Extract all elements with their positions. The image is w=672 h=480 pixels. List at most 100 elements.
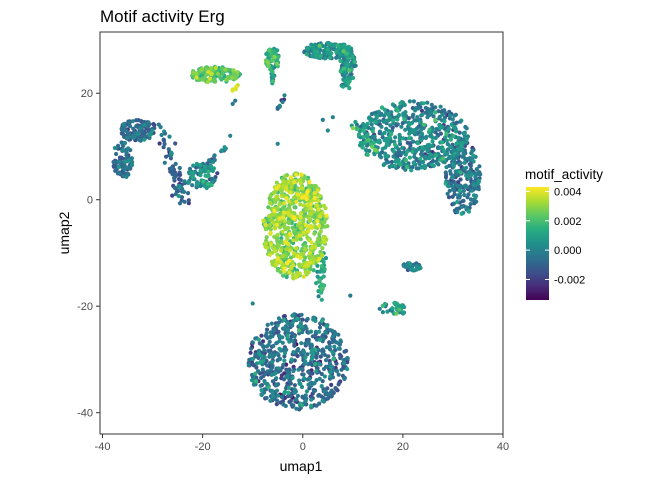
data-point: [276, 329, 281, 334]
data-point: [395, 108, 400, 113]
data-point: [435, 160, 440, 166]
data-point: [336, 346, 341, 351]
data-point: [234, 85, 239, 90]
data-point: [253, 336, 258, 341]
data-point: [111, 159, 116, 165]
data-point: [307, 179, 312, 185]
data-point: [315, 219, 320, 224]
data-point: [459, 118, 464, 123]
data-point: [418, 119, 423, 124]
data-point: [390, 102, 395, 107]
data-point: [310, 351, 316, 356]
data-point: [275, 48, 280, 53]
data-point: [275, 205, 280, 211]
data-point: [260, 343, 265, 348]
data-point: [278, 248, 283, 253]
data-point: [334, 369, 340, 374]
data-point: [177, 165, 182, 171]
data-point: [286, 385, 292, 390]
data-point: [334, 49, 339, 54]
data-point: [291, 195, 297, 200]
data-point: [282, 93, 287, 98]
data-point: [292, 227, 297, 232]
data-point: [274, 382, 279, 387]
data-point: [295, 393, 300, 398]
data-point: [313, 42, 318, 47]
data-point: [286, 390, 291, 395]
data-point: [312, 231, 317, 236]
data-point: [279, 395, 285, 400]
data-point: [268, 398, 273, 403]
data-point: [189, 171, 194, 176]
data-point: [341, 84, 346, 89]
data-point: [304, 389, 310, 394]
data-point: [299, 186, 304, 191]
data-point: [356, 132, 361, 137]
data-point: [282, 389, 288, 394]
data-point: [300, 366, 305, 372]
data-point: [455, 209, 460, 215]
data-point: [297, 221, 302, 226]
data-point: [459, 144, 464, 149]
data-point: [267, 223, 272, 228]
data-point: [450, 184, 455, 189]
data-point: [222, 145, 227, 150]
data-point: [380, 105, 385, 110]
data-point: [401, 310, 406, 315]
data-point: [433, 135, 438, 141]
data-point: [186, 198, 191, 203]
data-point: [438, 125, 443, 131]
data-point: [327, 344, 332, 349]
data-point: [122, 163, 127, 168]
data-point: [268, 213, 273, 218]
data-point: [305, 189, 310, 194]
data-point: [318, 214, 323, 219]
data-point: [316, 207, 321, 212]
data-point: [277, 346, 282, 351]
data-point: [353, 63, 358, 68]
data-point: [253, 379, 258, 384]
data-point: [397, 112, 402, 118]
data-point: [292, 334, 297, 339]
data-point: [303, 359, 308, 364]
data-point: [425, 148, 430, 153]
data-point: [285, 320, 290, 325]
data-point: [275, 323, 280, 328]
data-point: [384, 142, 390, 147]
data-point: [201, 77, 206, 82]
data-point: [127, 124, 133, 129]
data-point: [211, 166, 216, 171]
data-point: [301, 350, 307, 355]
data-point: [326, 42, 331, 47]
data-point: [287, 339, 292, 344]
data-point: [449, 122, 454, 127]
data-point: [469, 172, 474, 177]
data-point: [320, 210, 325, 215]
x-axis-title: umap1: [280, 458, 323, 474]
data-point: [404, 149, 410, 154]
data-point: [269, 367, 274, 372]
data-point: [251, 382, 256, 387]
data-point: [274, 402, 279, 407]
data-point: [307, 183, 312, 188]
data-point: [312, 380, 317, 386]
y-tick-label: 20: [81, 88, 93, 100]
data-point: [319, 53, 324, 58]
data-point: [286, 220, 291, 225]
data-point: [372, 147, 377, 153]
data-point: [378, 155, 384, 160]
data-point: [253, 371, 258, 376]
data-point: [413, 108, 418, 113]
data-point: [270, 359, 275, 364]
data-point: [284, 247, 289, 252]
data-point: [430, 143, 435, 149]
data-point: [301, 203, 306, 208]
data-point: [297, 233, 302, 238]
data-point: [445, 151, 450, 156]
data-point: [162, 129, 167, 134]
data-point: [389, 163, 394, 168]
data-point: [131, 135, 136, 140]
data-point: [280, 99, 285, 105]
data-point: [466, 169, 471, 174]
data-point: [250, 301, 255, 306]
